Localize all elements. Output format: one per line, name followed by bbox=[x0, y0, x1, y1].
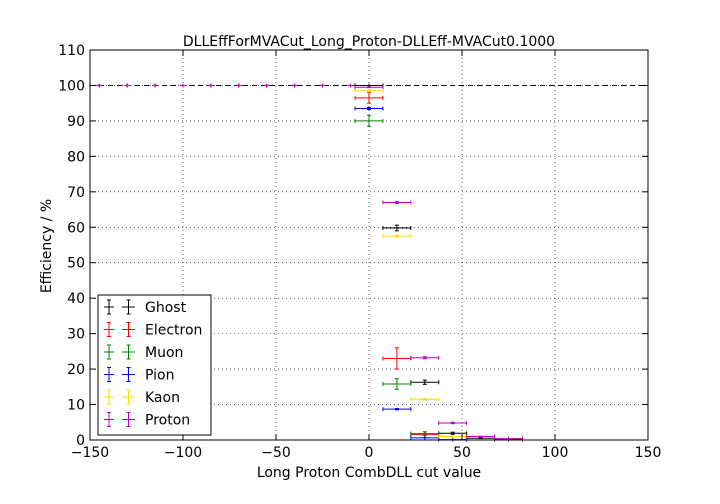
data-point bbox=[382, 378, 412, 390]
data-point bbox=[410, 355, 440, 360]
y-tick-label: 0 bbox=[76, 433, 85, 449]
y-tick-label: 20 bbox=[67, 362, 85, 378]
legend-label: Ghost bbox=[145, 300, 187, 316]
legend-swatch bbox=[104, 412, 135, 427]
y-tick-label: 40 bbox=[67, 291, 85, 307]
data-point bbox=[263, 83, 270, 88]
data-point bbox=[382, 200, 412, 205]
legend-item-proton: Proton bbox=[104, 412, 190, 429]
data-point bbox=[347, 83, 354, 88]
x-tick-label: −50 bbox=[261, 445, 291, 461]
data-point bbox=[354, 106, 384, 111]
y-tick-label: 10 bbox=[67, 398, 85, 414]
x-tick-label: 150 bbox=[635, 445, 662, 461]
x-tick-label: 50 bbox=[453, 445, 471, 461]
series-proton bbox=[96, 83, 523, 441]
legend-swatch bbox=[104, 367, 135, 382]
legend-label: Proton bbox=[145, 413, 190, 429]
y-tick-label: 110 bbox=[58, 43, 85, 59]
data-point bbox=[354, 115, 384, 127]
legend-label: Pion bbox=[145, 368, 174, 384]
x-tick-label: −100 bbox=[164, 445, 202, 461]
legend-item-pion: Pion bbox=[104, 367, 174, 384]
series-kaon bbox=[354, 88, 468, 439]
legend-item-electron: Electron bbox=[104, 322, 202, 339]
data-point bbox=[291, 83, 298, 88]
data-point bbox=[152, 83, 159, 88]
legend-label: Kaon bbox=[145, 390, 180, 406]
data-point bbox=[382, 224, 412, 232]
x-tick-label: −150 bbox=[71, 445, 109, 461]
y-tick-label: 50 bbox=[67, 256, 85, 272]
data-point bbox=[180, 83, 186, 88]
y-tick-label: 80 bbox=[67, 149, 85, 165]
y-tick-label: 60 bbox=[67, 220, 85, 236]
data-point bbox=[382, 347, 412, 370]
legend-swatch bbox=[104, 299, 135, 315]
y-axis-label: Efficiency / % bbox=[39, 199, 55, 293]
series-muon bbox=[354, 115, 440, 436]
data-point bbox=[354, 92, 384, 104]
y-tick-label: 90 bbox=[67, 114, 85, 130]
x-tick-label: 0 bbox=[365, 445, 374, 461]
legend-swatch bbox=[104, 322, 135, 337]
x-tick-label: 100 bbox=[542, 445, 569, 461]
y-tick-label: 30 bbox=[67, 327, 85, 343]
data-point bbox=[235, 83, 242, 88]
legend-item-muon: Muon bbox=[104, 344, 183, 361]
legend-label: Muon bbox=[145, 345, 183, 361]
legend-item-kaon: Kaon bbox=[104, 389, 180, 406]
y-tick-label: 100 bbox=[58, 78, 85, 94]
legend-box bbox=[97, 294, 212, 436]
data-point bbox=[438, 420, 468, 425]
data-point bbox=[382, 407, 412, 412]
legend: Ghost Electron Muon Pion Kaon Proton bbox=[97, 294, 212, 436]
legend-item-ghost: Ghost bbox=[104, 299, 187, 316]
data-point bbox=[438, 434, 468, 439]
data-point bbox=[319, 83, 326, 88]
legend-label: Electron bbox=[145, 323, 202, 339]
y-tick-label: 70 bbox=[67, 185, 85, 201]
data-point bbox=[207, 83, 214, 88]
data-point bbox=[410, 379, 440, 385]
legend-swatch bbox=[104, 389, 135, 405]
axis-ticks: −150 −100 −50 0 50 100 150 0 10 20 30 40 50 60 70 80 90 1… bbox=[58, 43, 661, 461]
data-point bbox=[410, 435, 440, 440]
series-pion bbox=[354, 106, 468, 442]
data-point bbox=[410, 397, 440, 402]
data-point bbox=[354, 88, 384, 93]
chart-title: DLLEffForMVACut_Long_Proton-DLLEff-MVACu… bbox=[183, 34, 555, 50]
data-point bbox=[124, 83, 131, 88]
legend-swatch bbox=[104, 344, 135, 360]
data-point bbox=[96, 83, 103, 88]
x-axis-label: Long Proton CombDLL cut value bbox=[257, 465, 481, 481]
data-point bbox=[382, 234, 412, 239]
data-point bbox=[354, 85, 384, 90]
